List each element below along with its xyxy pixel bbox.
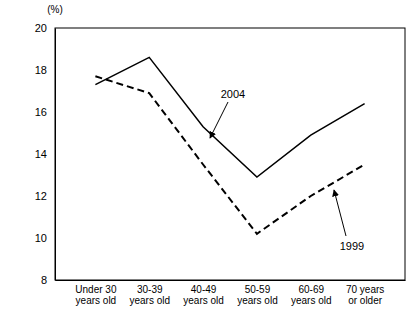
y-tick: 20 [35,22,55,34]
annotation-arrow [334,190,346,236]
series-line [95,76,364,234]
y-tick-label: 12 [35,190,47,202]
chart: 8 10 12 14 16 18 20 Under 30years old 30-39years… [0,0,420,315]
plot-frame [55,28,405,280]
y-axis-line [55,29,56,281]
x-tick-label: 70 yearsor older [346,284,384,306]
x-tick: 60-69years old [291,280,332,306]
series-label: 2004 [221,88,245,100]
x-tick: 30-39years old [129,280,170,306]
y-tick: 16 [35,106,55,118]
x-tick-label: 30-39years old [129,284,170,306]
y-tick-label: 20 [35,22,47,34]
x-tick: 50-59years old [237,280,278,306]
y-tick: 14 [35,148,55,160]
x-axis: Under 30years old 30-39years old 40-49year… [56,280,406,306]
y-axis-title: (%) [47,4,63,15]
y-tick: 10 [35,232,55,244]
x-axis-line [56,280,406,281]
y-axis: 8 10 12 14 16 18 20 [35,22,56,286]
series-line [95,57,364,177]
x-tick: 40-49years old [183,280,224,306]
x-tick: 70 yearsor older [346,280,384,306]
y-tick: 18 [35,64,55,76]
x-tick-label: 40-49years old [183,284,224,306]
y-tick: 12 [35,190,55,202]
y-tick-label: 10 [35,232,47,244]
y-tick-label: 18 [35,64,47,76]
x-tick-label: 60-69years old [291,284,332,306]
y-tick-label: 16 [35,106,47,118]
x-tick-label: 50-59years old [237,284,278,306]
x-tick: Under 30years old [75,280,117,306]
lines [95,57,364,233]
y-tick: 8 [41,274,55,286]
annotation-arrow [210,102,228,138]
x-tick-label: Under 30years old [75,284,117,306]
series-label: 1999 [340,240,364,252]
y-tick-label: 8 [41,274,47,286]
y-tick-label: 14 [35,148,47,160]
